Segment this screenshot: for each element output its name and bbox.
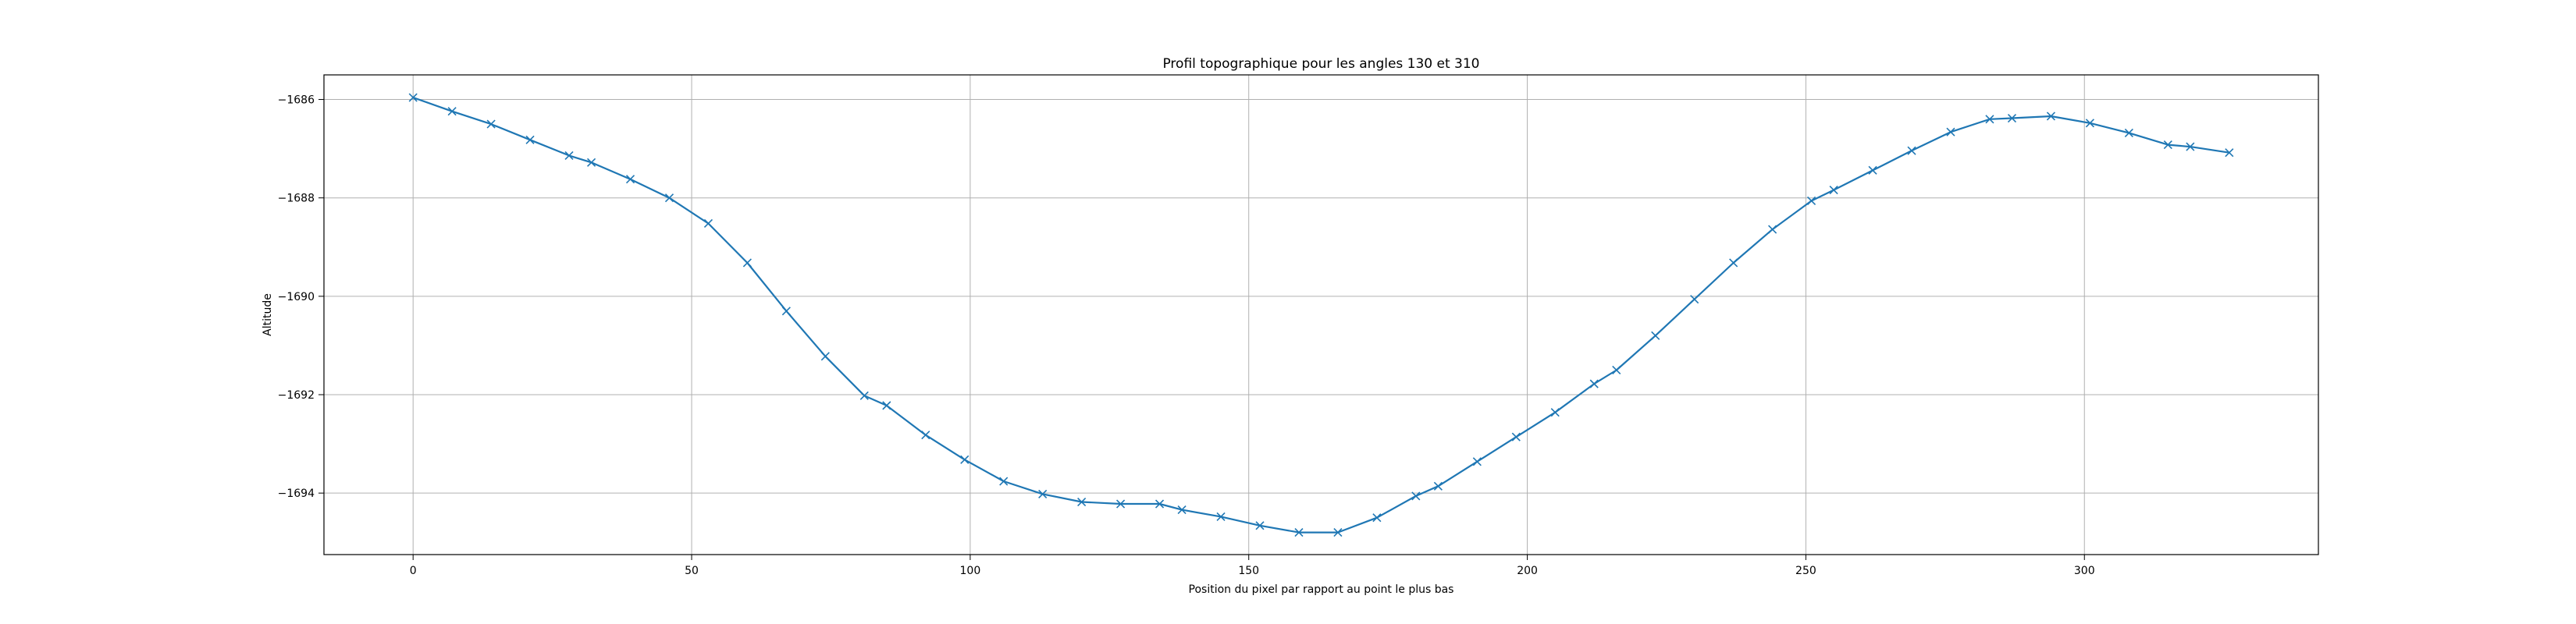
data-point-marker xyxy=(1411,491,1421,501)
x-tick-label: 200 xyxy=(1517,565,1538,577)
data-point-marker xyxy=(2046,112,2055,121)
x-tick-label: 300 xyxy=(2074,565,2095,577)
data-point-marker xyxy=(1038,489,1048,498)
data-point-marker xyxy=(1077,497,1087,507)
data-point-marker xyxy=(820,352,830,361)
data-point-marker xyxy=(1946,127,1955,136)
y-tick-label: −1694 xyxy=(278,488,315,500)
data-point-marker xyxy=(1433,481,1443,491)
data-point-marker xyxy=(1294,528,1304,537)
data-point-marker xyxy=(2007,113,2017,123)
data-point-marker xyxy=(625,175,635,184)
data-point-marker xyxy=(2163,140,2172,150)
x-tick-label: 0 xyxy=(410,565,417,577)
series-altitude-profile xyxy=(408,93,2234,537)
data-point-marker xyxy=(2124,128,2133,137)
data-point-marker xyxy=(921,431,930,440)
data-point-marker xyxy=(664,193,674,203)
data-point-marker xyxy=(1589,379,1599,388)
data-point-marker xyxy=(1868,165,1877,175)
data-point-marker xyxy=(1690,295,1699,304)
series-line xyxy=(412,96,2229,534)
data-point-marker xyxy=(1907,146,1916,155)
data-point-marker xyxy=(1651,331,1660,340)
data-point-marker xyxy=(960,455,970,464)
data-point-marker xyxy=(447,107,457,116)
x-tick-label: 150 xyxy=(1238,565,1259,577)
data-point-marker xyxy=(703,218,713,229)
data-point-marker xyxy=(1333,528,1343,537)
data-point-marker xyxy=(742,258,752,268)
y-axis-label: Altitude xyxy=(262,293,274,336)
plot-frame xyxy=(323,74,2319,555)
data-point-marker xyxy=(1612,365,1621,375)
data-point-marker xyxy=(1255,521,1265,530)
data-point-marker xyxy=(1768,225,1777,234)
data-point-marker xyxy=(1829,186,1838,195)
x-axis-ticks: 0 50 100 150 200 250 300 xyxy=(410,555,2095,577)
data-point-marker xyxy=(587,158,596,167)
data-point-marker xyxy=(1116,499,1126,509)
y-tick-label: −1686 xyxy=(278,94,315,107)
x-tick-label: 100 xyxy=(960,565,981,577)
x-tick-label: 50 xyxy=(685,565,699,577)
data-point-marker xyxy=(882,401,891,410)
data-point-marker xyxy=(859,391,869,400)
data-point-marker xyxy=(1372,513,1382,523)
data-point-marker xyxy=(1216,512,1226,521)
data-point-marker xyxy=(1511,432,1521,441)
data-point-marker xyxy=(1806,196,1816,206)
data-point-marker xyxy=(1985,115,1994,124)
data-point-marker xyxy=(525,135,535,144)
data-point-marker xyxy=(2085,119,2094,128)
data-point-marker xyxy=(408,93,418,102)
data-point-marker xyxy=(1550,408,1560,417)
y-tick-label: −1688 xyxy=(278,193,315,205)
data-point-marker xyxy=(1472,457,1482,466)
grid-lines xyxy=(324,75,2318,555)
y-axis-ticks: −1694 −1692 −1690 −1688 −1686 xyxy=(278,94,324,500)
data-point-marker xyxy=(1177,505,1187,515)
chart-title: Profil topographique pour les angles 130… xyxy=(1162,56,1479,72)
y-tick-label: −1692 xyxy=(278,389,315,402)
x-tick-label: 250 xyxy=(1795,565,1816,577)
data-point-marker xyxy=(2186,142,2195,151)
data-point-marker xyxy=(2225,148,2234,158)
data-point-marker xyxy=(999,477,1009,486)
data-point-marker xyxy=(1155,499,1165,509)
data-point-marker xyxy=(564,151,574,161)
data-point-marker xyxy=(781,307,791,316)
y-tick-label: −1690 xyxy=(278,291,315,303)
data-point-marker xyxy=(1729,258,1738,268)
x-axis-label: Position du pixel par rapport au point l… xyxy=(1189,583,1454,596)
data-point-marker xyxy=(486,119,496,129)
